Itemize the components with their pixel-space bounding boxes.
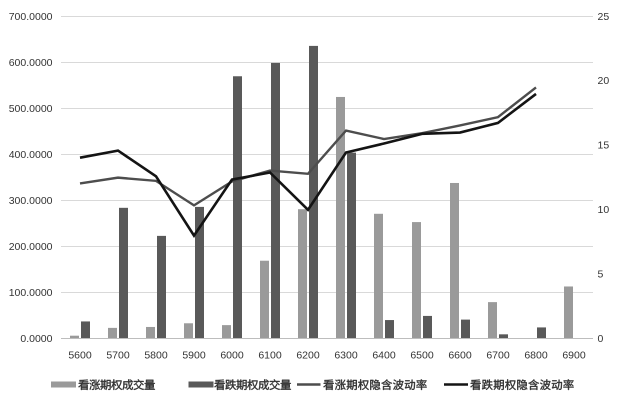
svg-text:100.0000: 100.0000: [9, 287, 53, 299]
svg-text:200.0000: 200.0000: [9, 241, 53, 253]
svg-text:6000: 6000: [220, 350, 244, 362]
svg-text:0.0000: 0.0000: [20, 333, 52, 345]
svg-text:5: 5: [598, 268, 604, 280]
svg-text:5600: 5600: [68, 350, 92, 362]
svg-text:6200: 6200: [296, 350, 320, 362]
svg-text:500.0000: 500.0000: [9, 103, 53, 115]
svg-text:20: 20: [598, 75, 610, 87]
svg-text:6700: 6700: [486, 350, 510, 362]
svg-text:6100: 6100: [258, 350, 282, 362]
svg-text:6600: 6600: [448, 350, 472, 362]
svg-text:6400: 6400: [372, 350, 396, 362]
svg-text:15: 15: [598, 140, 610, 152]
svg-text:6900: 6900: [562, 350, 586, 362]
svg-text:5700: 5700: [106, 350, 130, 362]
svg-text:700.0000: 700.0000: [9, 11, 53, 23]
svg-text:0: 0: [598, 333, 604, 345]
svg-text:400.0000: 400.0000: [9, 149, 53, 161]
svg-text:5800: 5800: [144, 350, 168, 362]
svg-text:6300: 6300: [334, 350, 358, 362]
svg-text:10: 10: [598, 204, 610, 216]
svg-text:25: 25: [598, 11, 610, 23]
svg-text:300.0000: 300.0000: [9, 195, 53, 207]
svg-text:6500: 6500: [410, 350, 434, 362]
svg-text:6800: 6800: [524, 350, 548, 362]
svg-text:5900: 5900: [182, 350, 206, 362]
svg-text:600.0000: 600.0000: [9, 57, 53, 69]
